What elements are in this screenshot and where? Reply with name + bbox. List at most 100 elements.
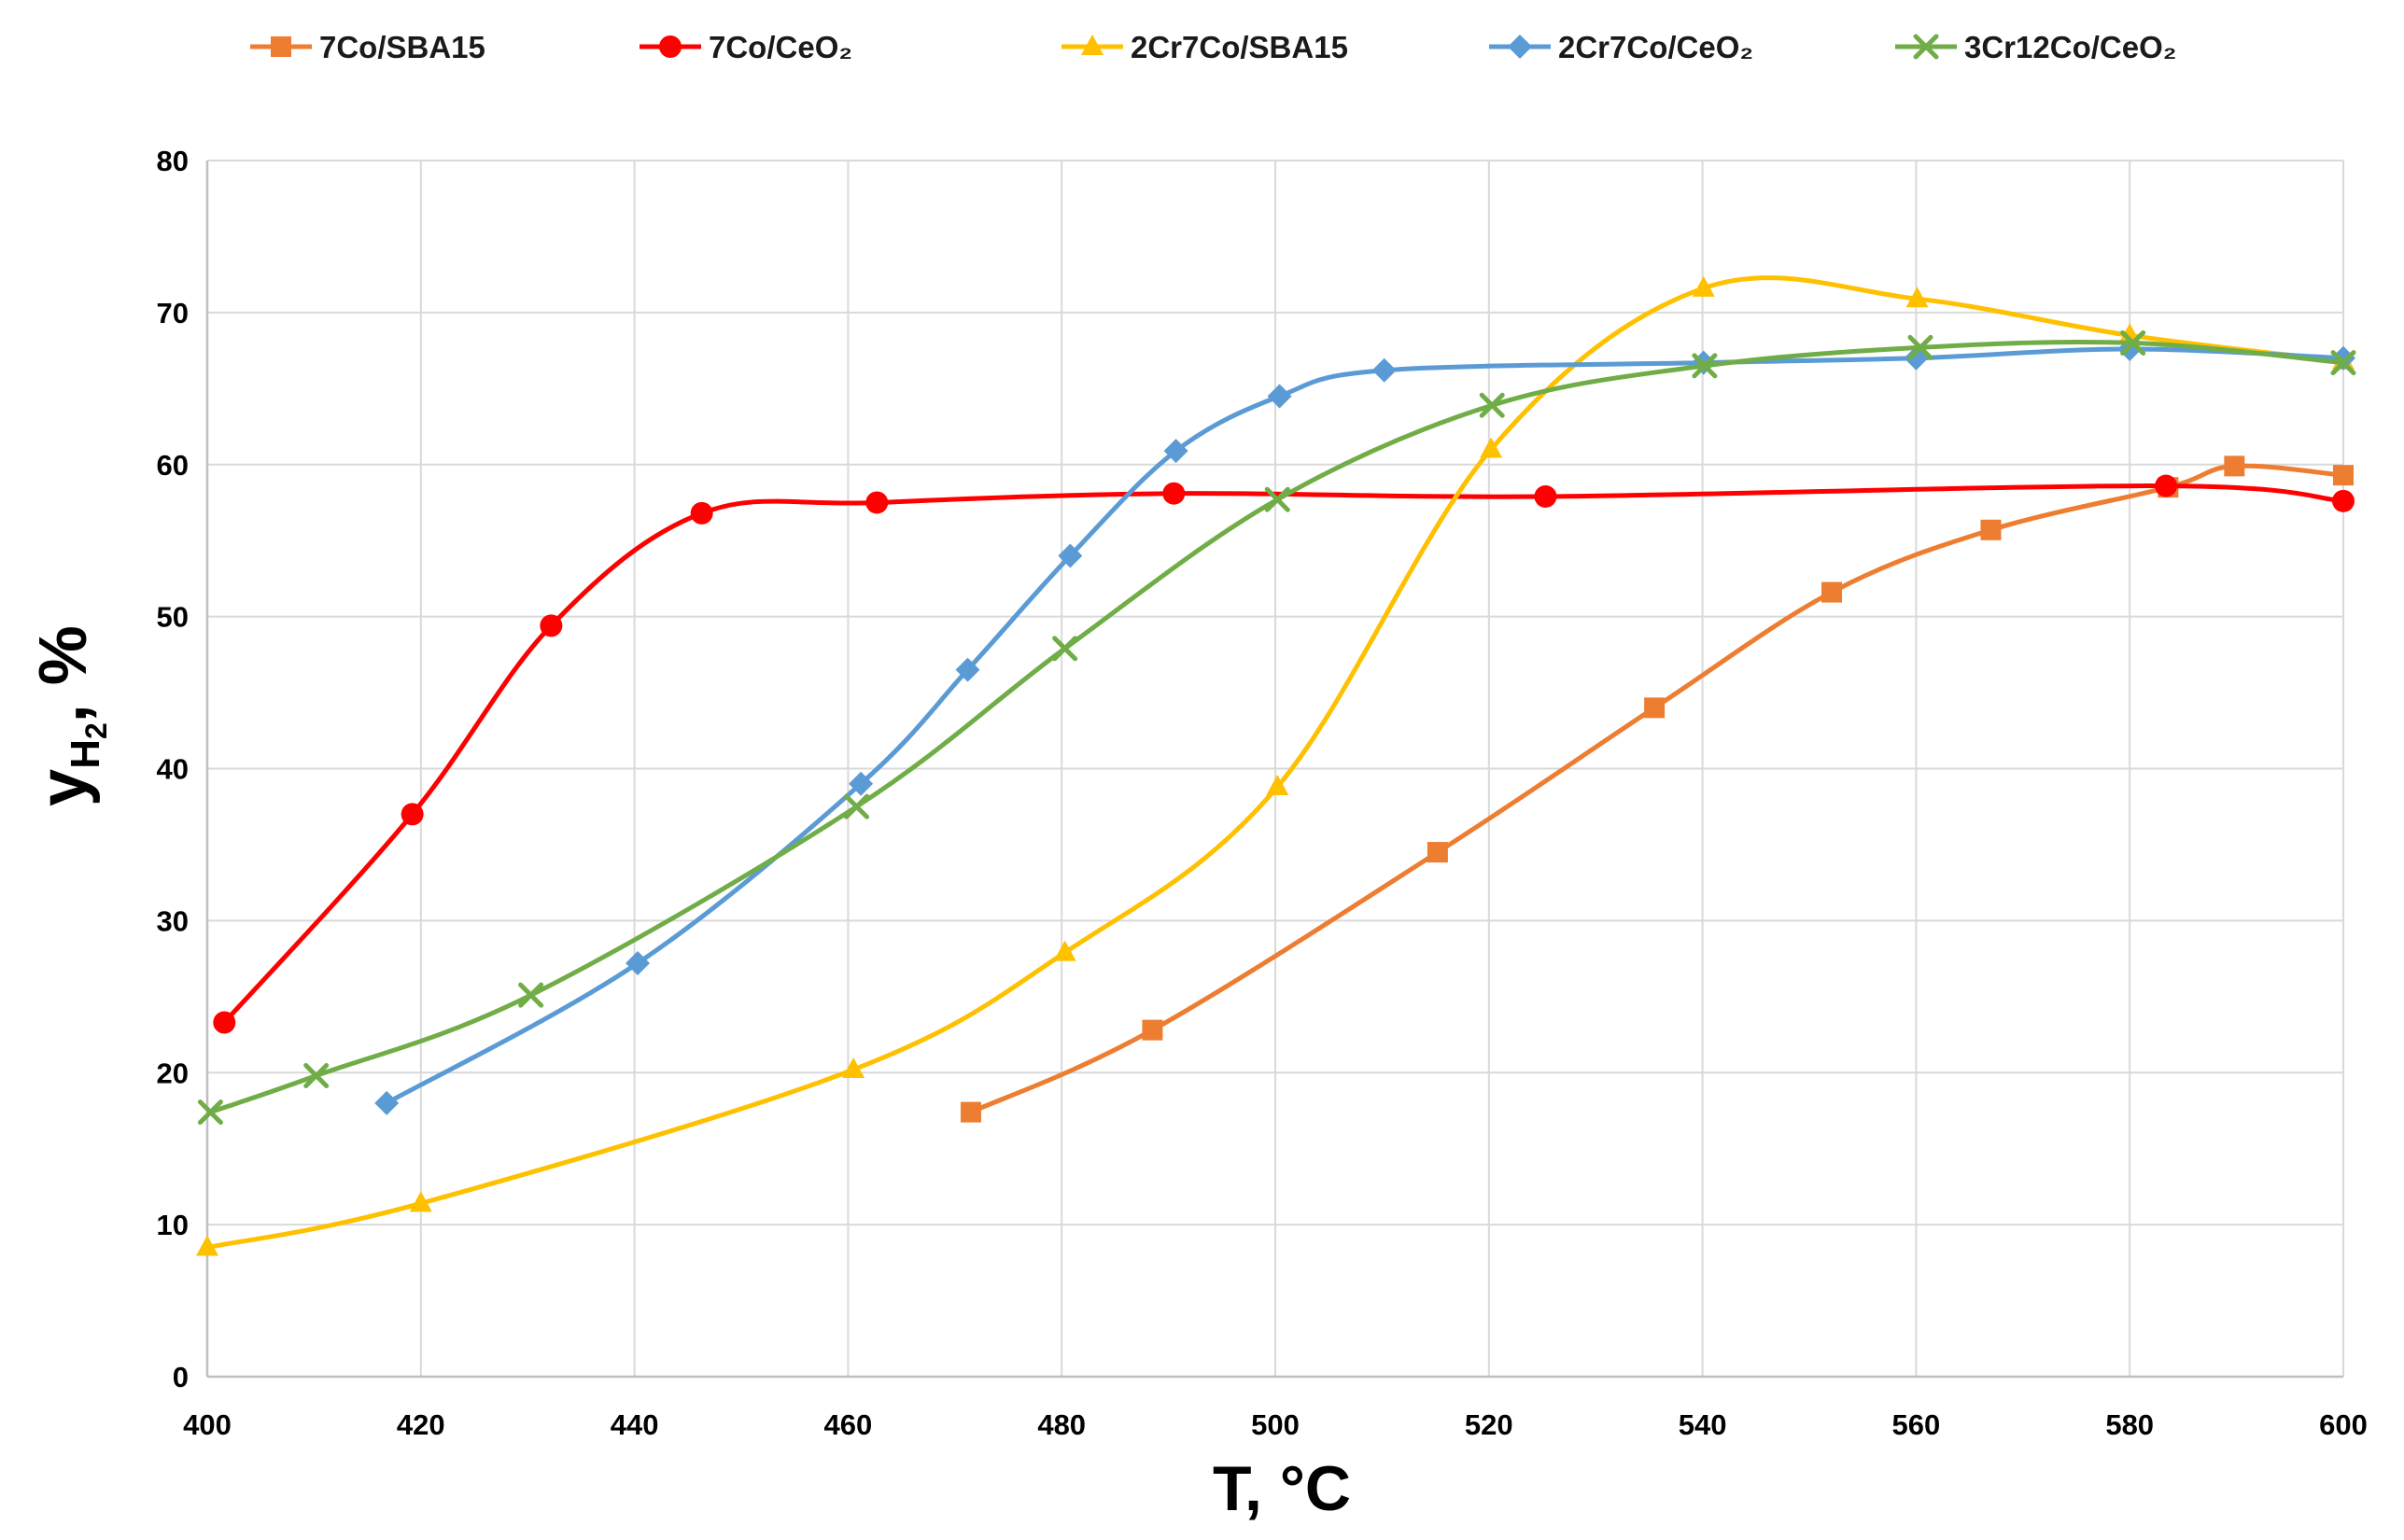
x-marker-stroke (2120, 329, 2146, 356)
legend-item-2cr7co-sba15: 2Cr7Co/SBA15 (1061, 30, 1348, 64)
data-point (1162, 482, 1186, 505)
y-tick-label: 50 (157, 601, 189, 634)
x-marker-stroke (1692, 353, 1718, 379)
data-point (2120, 329, 2146, 356)
x-marker-stroke (197, 1099, 223, 1126)
data-point (2224, 455, 2245, 477)
data-point (960, 1101, 981, 1123)
x-marker-stroke (1264, 486, 1290, 512)
data-point (955, 657, 980, 682)
x-tick-label: 420 (397, 1408, 445, 1441)
legend-marker (1508, 35, 1532, 59)
data-point (1052, 636, 1078, 662)
legend-item-7co-sba15: 7Co/SBA15 (250, 30, 485, 64)
data-point (1267, 384, 1292, 409)
data-point (518, 982, 544, 1008)
x-tick-label: 520 (1465, 1408, 1513, 1441)
data-point (213, 1011, 236, 1034)
data-point (626, 950, 651, 975)
legend-label: 2Cr7Co/SBA15 (1131, 30, 1348, 64)
y-axis-title-suffix: , % (26, 625, 101, 722)
x-tick-label: 440 (611, 1408, 659, 1441)
data-point (865, 491, 889, 514)
x-marker-stroke (1052, 636, 1078, 662)
axes: 0 10 20 30 40 50 60 70 80 400 420 440 460 480 500 520 54… (157, 145, 2368, 1441)
x-axis-title: T, °C (1213, 1453, 1351, 1524)
data-point (1163, 439, 1188, 464)
data-point (1905, 287, 1929, 308)
legend-marker (1913, 34, 1939, 60)
data-point (1142, 1019, 1163, 1041)
data-point (1980, 519, 2002, 540)
data-point (303, 1063, 330, 1089)
data-point (2332, 489, 2355, 512)
x-marker-stroke (1913, 34, 1939, 60)
legend-label: 3Cr12Co/CeO₂ (1964, 30, 2176, 64)
series-line (221, 483, 2346, 1025)
series-line (204, 275, 2346, 1251)
data-point (1266, 775, 1289, 796)
data-point (844, 793, 870, 819)
x-marker-stroke (1907, 334, 1933, 360)
x-tick-label: 540 (1679, 1408, 1727, 1441)
series-3cr12co-ceo2 (197, 329, 2356, 1126)
x-marker-stroke (844, 793, 870, 819)
legend-label: 7Co/SBA15 (319, 30, 485, 64)
y-tick-label: 80 (157, 145, 189, 177)
legend-label: 7Co/CeO₂ (709, 30, 852, 64)
y-tick-label: 30 (157, 904, 189, 937)
data-point (1053, 940, 1076, 961)
y-tick-label: 20 (157, 1057, 189, 1089)
x-tick-label: 460 (824, 1408, 873, 1441)
data-point (1534, 484, 1557, 508)
x-tick-label: 600 (2319, 1408, 2368, 1441)
data-point (842, 1057, 865, 1078)
data-point (1480, 437, 1503, 458)
y-axis-title-main: y (26, 769, 101, 806)
data-point (690, 501, 713, 525)
y-tick-label: 0 (173, 1361, 189, 1393)
data-point (1479, 392, 1505, 418)
legend-item-7co-ceo2: 7Co/CeO₂ (640, 30, 852, 64)
data-point (2330, 350, 2356, 376)
series-7co-ceo2 (213, 474, 2355, 1034)
x-tick-label: 580 (2105, 1408, 2154, 1441)
data-point (401, 803, 424, 826)
legend: 7Co/SBA15 7Co/CeO₂ 2Cr7Co/SBA15 2Cr7Co/CeO₂… (250, 30, 2176, 64)
y-tick-label: 10 (157, 1209, 189, 1241)
y-tick-label: 70 (157, 297, 189, 329)
legend-label: 2Cr7Co/CeO₂ (1558, 30, 1753, 64)
data-point (1692, 275, 1715, 297)
data-point (1058, 543, 1083, 568)
x-marker-stroke (1479, 392, 1505, 418)
y-axis-title: yH2, % (26, 625, 113, 806)
data-point (849, 771, 874, 796)
legend-marker (1081, 35, 1104, 55)
legend-item-2cr7co-ceo2: 2Cr7Co/CeO₂ (1489, 30, 1753, 64)
x-tick-label: 500 (1251, 1408, 1300, 1441)
data-point (1427, 842, 1448, 863)
data-point (374, 1090, 400, 1115)
legend-marker (659, 35, 682, 58)
y-axis-title-subscript: H (63, 739, 108, 769)
data-point (197, 1099, 223, 1126)
x-marker-stroke (2330, 350, 2356, 376)
data-point (1907, 334, 1933, 360)
data-point (540, 614, 563, 637)
data-point (196, 1235, 218, 1256)
legend-marker (271, 36, 291, 57)
x-tick-label: 400 (183, 1408, 232, 1441)
data-point (2155, 474, 2178, 497)
data-point (1264, 486, 1290, 512)
data-point (1692, 353, 1718, 379)
legend-item-3cr12co-ceo2: 3Cr12Co/CeO₂ (1895, 30, 2176, 64)
y-tick-label: 40 (157, 753, 189, 786)
x-tick-label: 480 (1037, 1408, 1086, 1441)
x-tick-label: 560 (1892, 1408, 1941, 1441)
data-point (1821, 581, 1843, 603)
x-marker-stroke (303, 1063, 330, 1089)
y-axis-title-subsubscript: 2 (79, 722, 113, 739)
